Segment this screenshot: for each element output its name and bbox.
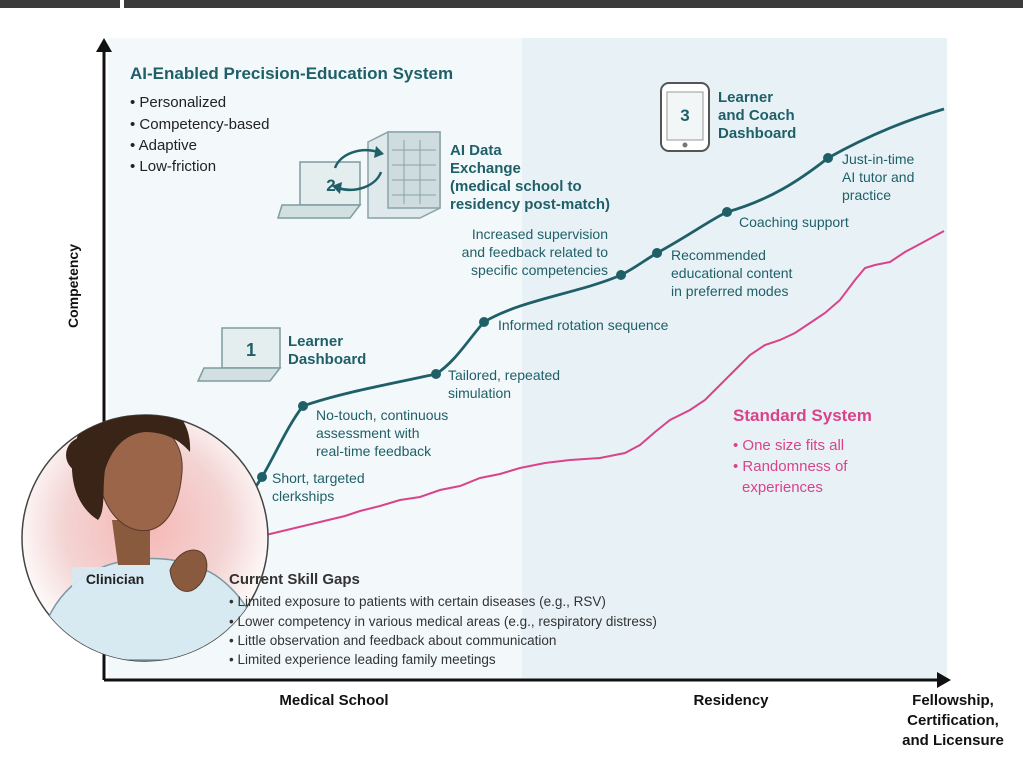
residency-panel bbox=[522, 38, 947, 680]
milestone-8-line2: AI tutor and bbox=[842, 169, 914, 185]
milestone-2-line3: real-time feedback bbox=[316, 443, 432, 459]
tool-3-line3: Dashboard bbox=[718, 125, 796, 142]
tool-2-number: 2 bbox=[326, 176, 335, 195]
sync-arrows-icon bbox=[332, 146, 384, 194]
top-bar bbox=[0, 0, 1023, 8]
milestone-dot-4 bbox=[479, 317, 489, 327]
skill-gap-2: • Lower competency in various medical ar… bbox=[229, 614, 657, 629]
laptop-icon-2 bbox=[276, 161, 362, 219]
milestone-5-line2: and feedback related to bbox=[462, 244, 609, 260]
milestone-2-line1: No-touch, continuous bbox=[316, 407, 448, 423]
milestone-8-line1: Just-in-time bbox=[842, 151, 915, 167]
tool-1-number: 1 bbox=[246, 340, 256, 360]
milestone-8-line3: practice bbox=[842, 187, 891, 203]
milestone-4-line1: Informed rotation sequence bbox=[498, 317, 669, 333]
milestone-1-line1: Short, targeted bbox=[272, 470, 365, 486]
tool-3-line2: and Coach bbox=[718, 107, 795, 124]
stage-fellowship-line2: Certification, bbox=[907, 712, 999, 729]
standard-system-title: Standard System bbox=[733, 406, 872, 425]
milestone-dot-7 bbox=[722, 207, 732, 217]
milestone-dots bbox=[257, 153, 833, 482]
clinician-label-bg bbox=[72, 567, 158, 591]
smartphone-icon bbox=[660, 82, 710, 152]
milestone-6-line2: educational content bbox=[671, 265, 793, 281]
milestone-dot-3 bbox=[431, 369, 441, 379]
milestone-dot-6 bbox=[652, 248, 662, 258]
standard-bullet-2: • Randomness of bbox=[733, 458, 848, 475]
milestone-7-line1: Coaching support bbox=[739, 214, 849, 230]
stage-fellowship-line1: Fellowship, bbox=[912, 692, 994, 709]
standard-system-line bbox=[219, 230, 945, 546]
milestone-3-line2: simulation bbox=[448, 385, 511, 401]
milestone-3-line1: Tailored, repeated bbox=[448, 367, 560, 383]
skill-gaps-title: Current Skill Gaps bbox=[229, 571, 360, 588]
skill-gap-3: • Little observation and feedback about … bbox=[229, 633, 556, 648]
milestone-2-line2: assessment with bbox=[316, 425, 419, 441]
tool-2-line4: residency post-match) bbox=[450, 196, 610, 213]
milestone-6-line1: Recommended bbox=[671, 247, 766, 263]
tool-1-line2: Dashboard bbox=[288, 351, 366, 368]
ai-system-title: AI-Enabled Precision-Education System bbox=[130, 64, 453, 83]
ai-bullet-1: • Personalized bbox=[130, 94, 226, 111]
server-icon bbox=[367, 131, 441, 219]
milestone-1-line2: clerkships bbox=[272, 488, 334, 504]
ai-bullet-3: • Adaptive bbox=[130, 137, 197, 154]
ai-bullet-2: • Competency-based bbox=[130, 116, 270, 133]
standard-bullet-3: experiences bbox=[742, 479, 823, 496]
milestone-dot-5 bbox=[616, 270, 626, 280]
tool-1-line1: Learner bbox=[288, 333, 343, 350]
milestone-dot-1 bbox=[257, 472, 267, 482]
stage-residency: Residency bbox=[693, 692, 769, 709]
tool-3-line1: Learner bbox=[718, 89, 773, 106]
milestone-5-line1: Increased supervision bbox=[472, 226, 608, 242]
milestone-5-line3: specific competencies bbox=[471, 262, 608, 278]
y-axis-arrow bbox=[96, 38, 112, 52]
laptop-icon-1 bbox=[196, 327, 282, 382]
standard-bullet-1: • One size fits all bbox=[733, 437, 844, 454]
ai-bullet-4: • Low-friction bbox=[130, 158, 216, 175]
milestone-dot-8 bbox=[823, 153, 833, 163]
tool-2-line2: Exchange bbox=[450, 160, 521, 177]
tool-3-number: 3 bbox=[680, 106, 689, 125]
stage-fellowship-line3: and Licensure bbox=[902, 732, 1004, 749]
tool-2-line3: (medical school to bbox=[450, 178, 582, 195]
skill-gap-1: • Limited exposure to patients with cert… bbox=[229, 594, 606, 609]
top-bar-gap bbox=[120, 0, 124, 8]
ai-precision-line bbox=[210, 107, 945, 549]
skill-gap-4: • Limited experience leading family meet… bbox=[229, 652, 496, 667]
y-axis-label: Competency bbox=[65, 244, 81, 328]
x-axis-arrow bbox=[937, 672, 951, 688]
tool-2-line1: AI Data bbox=[450, 142, 502, 159]
stage-medical-school: Medical School bbox=[279, 692, 388, 709]
milestone-dot-2 bbox=[298, 401, 308, 411]
clinician-label: Clinician bbox=[86, 571, 144, 587]
milestone-6-line3: in preferred modes bbox=[671, 283, 789, 299]
